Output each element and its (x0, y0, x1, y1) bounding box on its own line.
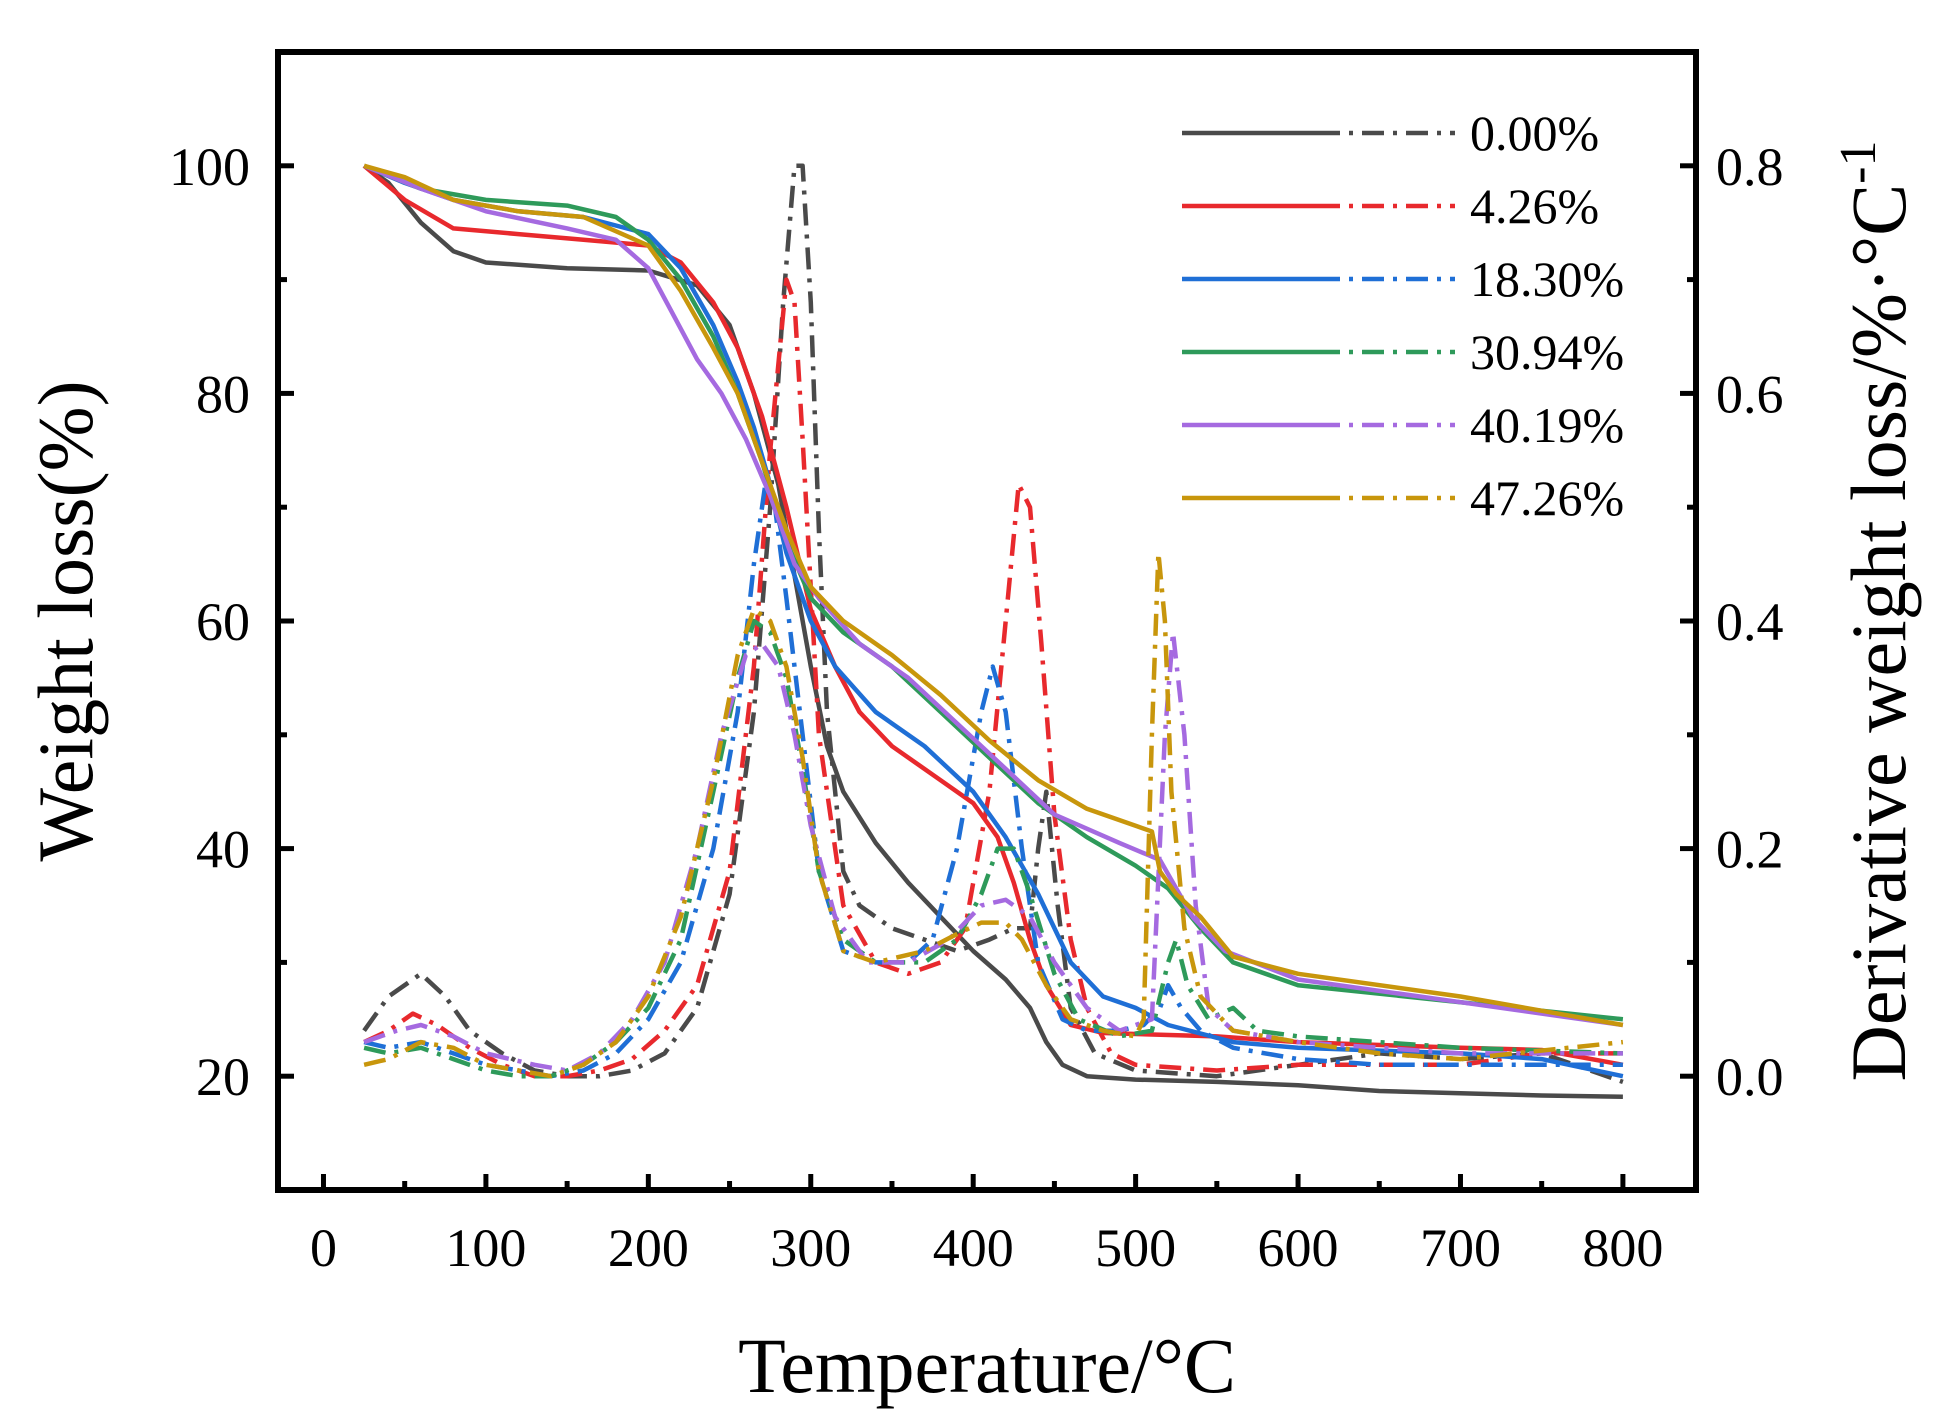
y-right-axis-title-superscript: -1 (1830, 140, 1887, 183)
y-right-axis-title: Derivative weight loss/%·°C-1 (1830, 140, 1922, 1081)
legend-item: 47.26% (1182, 470, 1624, 526)
legend-label: 40.19% (1470, 397, 1624, 453)
legend-label: 0.00% (1470, 105, 1599, 161)
tg-line-1 (362, 164, 1624, 1068)
x-tick-label: 100 (445, 1218, 526, 1278)
legend: 0.00% 4.26% 18.30% 30.94% 40.19% 47.26% (1182, 105, 1624, 526)
x-tick-label: 400 (933, 1218, 1014, 1278)
y-right-tick-label: 0.2 (1716, 820, 1784, 880)
legend-item: 18.30% (1182, 251, 1624, 307)
tg-line-3 (363, 163, 1624, 1022)
tg-line-2 (363, 163, 1624, 1079)
x-tick-label: 300 (770, 1218, 851, 1278)
y-right-tick-label: 0.6 (1716, 364, 1784, 424)
dtg-line-0 (362, 163, 1624, 1085)
tg-line-4 (363, 163, 1624, 1028)
dtg-line-3 (363, 618, 1623, 1079)
x-tick-label: 600 (1258, 1218, 1339, 1278)
y-left-tick-label: 40 (196, 820, 250, 880)
x-tick-label: 500 (1095, 1218, 1176, 1278)
y-left-axis-title: Weight loss(%) (22, 380, 109, 861)
dtg-line-2 (363, 482, 1623, 1079)
y-right-axis-title-text: Derivative weight loss/%·°C (1835, 184, 1922, 1082)
legend-label: 18.30% (1470, 251, 1624, 307)
x-tick-label: 0 (310, 1218, 337, 1278)
series-layer (362, 163, 1624, 1099)
tg-line-0 (362, 163, 1623, 1099)
y-left-tick-label: 60 (196, 592, 250, 652)
labels-layer: 0 100 200 300 400 500 600 700 800 20 40 60 80 100 0.0 0… (22, 137, 1922, 1409)
dtg-line-1 (363, 277, 1623, 1079)
dtg-line-4 (363, 630, 1623, 1073)
legend-item: 0.00% (1182, 105, 1599, 161)
legend-item: 4.26% (1182, 178, 1599, 234)
legend-item: 30.94% (1182, 324, 1624, 380)
y-left-tick-label: 20 (196, 1047, 250, 1107)
legend-label: 47.26% (1470, 470, 1624, 526)
legend-item: 40.19% (1182, 397, 1624, 453)
y-left-tick-label: 100 (169, 137, 250, 197)
x-axis-title: Temperature/°C (738, 1322, 1236, 1409)
y-right-tick-label: 0.0 (1716, 1047, 1784, 1107)
x-tick-label: 700 (1420, 1218, 1501, 1278)
legend-label: 4.26% (1470, 178, 1599, 234)
y-right-tick-label: 0.8 (1716, 137, 1784, 197)
tg-line-5 (363, 163, 1624, 1028)
dtg-line-5 (363, 550, 1624, 1079)
y-left-tick-label: 80 (196, 364, 250, 424)
y-right-tick-label: 0.4 (1716, 592, 1784, 652)
x-tick-label: 800 (1582, 1218, 1663, 1278)
legend-label: 30.94% (1470, 324, 1624, 380)
ticks-layer (278, 163, 1696, 1190)
x-tick-label: 200 (608, 1218, 689, 1278)
